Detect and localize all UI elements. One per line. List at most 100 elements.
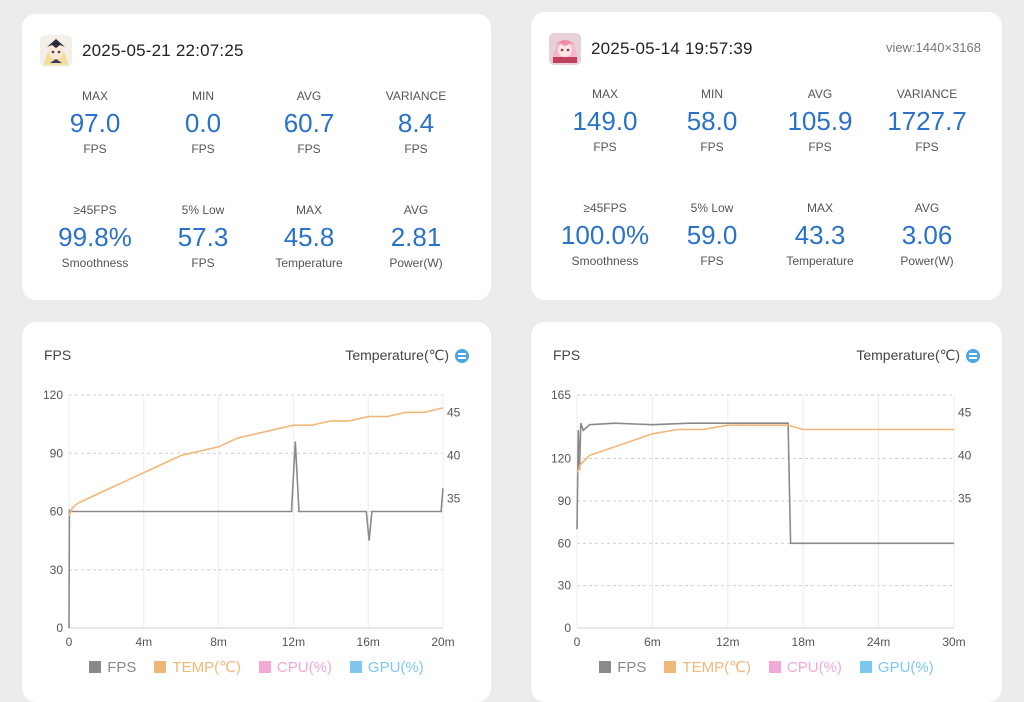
stat-unit: FPS [297,142,321,156]
legend-cpu[interactable]: CPU(%) [258,658,332,676]
legend-swatch [859,661,872,673]
temperature-series-line [576,424,954,474]
y-tick-label: 90 [558,494,572,508]
stat-avg-power: AVG 2.81 Power(W) [361,202,471,271]
swap-axis-icon[interactable] [455,348,469,363]
y2-tick-label: 45 [447,405,461,419]
stat-unit: Power(W) [900,254,954,268]
stat-label: MAX [81,89,108,103]
session-summary-card-right[interactable]: 2025-05-14 19:57:39 view:1440×3168 MAX 1… [531,12,1002,300]
stat-value: 57.3 [177,222,229,252]
y-tick-label: 120 [551,452,571,466]
legend-swatch [768,661,781,673]
stat-value: 0.0 [184,108,222,138]
stat-max-fps: MAX 149.0 FPS [550,86,660,155]
stat-value: 3.06 [901,220,953,250]
temperature-series-line [68,407,444,517]
stat-value: 99.8% [58,222,132,252]
session-date: 2025-05-21 22:07:25 [82,41,244,60]
x-tick-label: 8m [210,635,227,649]
legend-gpu[interactable]: GPU(%) [859,658,934,676]
legend-label: GPU(%) [367,658,424,676]
x-tick-label: 16m [357,635,380,649]
session-header: 2025-05-14 19:57:39 [549,33,753,65]
legend-temp[interactable]: TEMP(℃) [664,658,751,676]
stat-unit: Temperature [786,254,854,268]
stat-label: VARIANCE [385,89,447,103]
stat-unit: Smoothness [571,254,639,268]
legend-fps[interactable]: FPS [599,658,646,676]
fps-temperature-chart[interactable]: 120 90 60 30 00 4m 8m 12m 16m 20m 45 40 35 [22,322,491,652]
session-header: 2025-05-21 22:07:25 [40,35,244,67]
y-tick-label: 90 [50,446,64,460]
stat-label: VARIANCE [896,87,958,101]
temperature-axis-label: Temperature(℃) [345,347,449,363]
legend-label: CPU(%) [276,658,332,676]
y2-tick-label: 35 [447,492,461,506]
legend-label: FPS [617,658,647,676]
stat-label: AVG [296,89,322,103]
stat-smoothness: ≥45FPS 100.0% Smoothness [550,200,660,269]
chart-legend: FPS TEMP(℃) CPU(%) GPU(%) [531,658,1002,676]
fps-axis-title: FPS [553,347,581,363]
stat-label: 5% Low [690,201,734,215]
fps-series-line [576,422,954,545]
stat-unit: FPS [83,142,107,156]
x-tick-label: 24m [867,635,890,649]
legend-swatch [89,661,102,673]
legend-label: CPU(%) [786,658,842,676]
x-tick-label: 18m [792,635,815,649]
game-avatar-icon [40,35,72,67]
stat-variance: VARIANCE 8.4 FPS [361,88,471,157]
resolution-label: view:1440×3168 [885,40,981,55]
stat-unit: FPS [191,256,215,270]
x-tick-label: 12m [716,635,739,649]
y2-tick-label: 40 [958,448,972,462]
stat-value: 105.9 [787,106,853,136]
stat-5pct-low: 5% Low 59.0 FPS [657,200,767,269]
stat-label: AVG [807,87,833,101]
x-tick-label: 0 [66,635,73,649]
stat-avg-fps: AVG 105.9 FPS [765,86,875,155]
stat-label: MAX [295,203,322,217]
x-tick-label: 20m [431,635,454,649]
temperature-axis-title[interactable]: Temperature(℃) [856,347,980,364]
stat-avg-power: AVG 3.06 Power(W) [872,200,982,269]
legend-cpu[interactable]: CPU(%) [768,658,842,676]
session-date: 2025-05-14 19:57:39 [591,39,753,58]
stat-value: 2.81 [390,222,442,252]
y-tick-label: 120 [43,388,63,402]
stat-unit: Power(W) [389,256,443,270]
fps-axis-title: FPS [44,347,72,363]
x-tick-label: 4m [135,635,152,649]
legend-swatch [664,661,677,673]
legend-swatch [599,661,612,673]
stat-unit: FPS [700,140,724,154]
stat-label: MAX [591,87,618,101]
stat-label: ≥45FPS [73,203,117,217]
stat-smoothness: ≥45FPS 99.8% Smoothness [40,202,150,271]
stat-value: 1727.7 [887,106,967,136]
temperature-axis-title[interactable]: Temperature(℃) [345,347,469,364]
stat-value: 58.0 [686,106,738,136]
stat-unit: FPS [700,254,724,268]
swap-axis-icon[interactable] [966,348,980,363]
stat-unit: FPS [808,140,832,154]
stat-unit: FPS [191,142,215,156]
legend-swatch [154,661,167,673]
legend-temp[interactable]: TEMP(℃) [154,658,241,676]
stat-value: 97.0 [69,108,121,138]
fps-temperature-chart[interactable]: 165 120 90 60 30 00 6m 12m 18m 24m 30m 45 40 35 [531,322,1002,652]
stat-max-temperature: MAX 43.3 Temperature [765,200,875,269]
y-tick-label: 60 [50,505,64,519]
legend-fps[interactable]: FPS [89,658,136,676]
session-summary-card-left[interactable]: 2025-05-21 22:07:25 MAX 97.0 FPS MIN 0.0… [22,14,491,300]
y-tick-label: 30 [558,579,572,593]
legend-gpu[interactable]: GPU(%) [349,658,424,676]
legend-label: FPS [107,658,137,676]
stat-5pct-low: 5% Low 57.3 FPS [148,202,258,271]
legend-swatch [258,661,271,673]
stat-value: 100.0% [560,220,650,250]
stat-unit: FPS [593,140,617,154]
y-tick-label: 60 [558,536,572,550]
